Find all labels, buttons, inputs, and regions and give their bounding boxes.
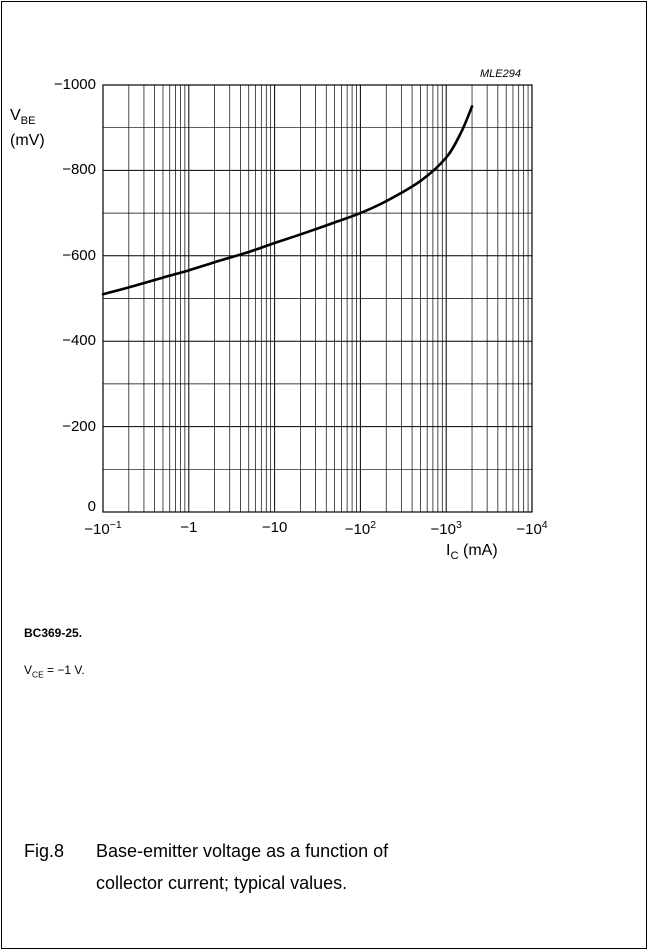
caption-text-1: Base-emitter voltage as a function of <box>96 841 389 861</box>
x-tick-exponent: −1 <box>109 519 122 531</box>
y-tick-label: −400 <box>62 332 96 350</box>
x-tick-label: −1 <box>180 519 197 536</box>
x-axis-label: IC (mA) <box>446 542 498 562</box>
x-tick-label: −10−1 <box>84 519 121 538</box>
y-tick-label: −200 <box>62 417 96 435</box>
x-axis-subscript: C <box>450 550 459 563</box>
x-tick-base: −10 <box>344 521 371 538</box>
x-tick-base: −10 <box>516 521 542 538</box>
x-tick-exponent: 4 <box>541 519 548 531</box>
plot-area-border <box>102 84 533 513</box>
x-axis-symbol: I <box>446 542 451 559</box>
x-tick-label: −103 <box>431 519 462 538</box>
y-axis-label: VBE (mV) <box>10 106 45 150</box>
caption-line-2: collector current; typical values. <box>96 873 348 893</box>
y-axis-unit: (mV) <box>10 132 45 150</box>
y-tick-label: −800 <box>62 161 96 179</box>
y-axis-symbol: V <box>10 107 21 124</box>
x-tick-base: −10 <box>430 521 456 538</box>
x-tick-base: −10 <box>261 519 288 536</box>
x-tick-base: −10 <box>84 521 110 538</box>
figure-number: Fig.8 <box>24 841 65 861</box>
x-tick-base: −1 <box>180 519 198 536</box>
condition-value: = −1 V. <box>43 663 85 677</box>
figure-caption: Fig.8 Base-emitter voltage as a function … <box>24 835 388 899</box>
x-tick-exponent: 3 <box>455 519 462 531</box>
chart-series <box>101 105 474 296</box>
caption-line-1: Fig.8 Base-emitter voltage as a function … <box>24 835 388 867</box>
condition-subscript: CE <box>32 669 44 680</box>
x-tick-label: −102 <box>345 519 376 538</box>
y-tick-label: −600 <box>62 246 96 264</box>
test-condition: VCE = −1 V. <box>24 663 85 679</box>
y-tick-label: 0 <box>87 498 96 515</box>
y-axis-subscript: BE <box>20 115 36 128</box>
condition-symbol: V <box>24 663 33 677</box>
x-tick-exponent: 2 <box>370 519 377 531</box>
x-tick-label: −104 <box>516 519 547 538</box>
figure-code: MLE294 <box>480 68 521 80</box>
x-tick-label: −10 <box>262 519 287 536</box>
x-axis-unit: (mA) <box>458 542 498 559</box>
vbe-curve-series-1 <box>101 105 474 296</box>
chart-grid <box>102 85 532 512</box>
y-tick-label: −1000 <box>53 76 96 93</box>
device-model: BC369-25. <box>24 626 83 640</box>
